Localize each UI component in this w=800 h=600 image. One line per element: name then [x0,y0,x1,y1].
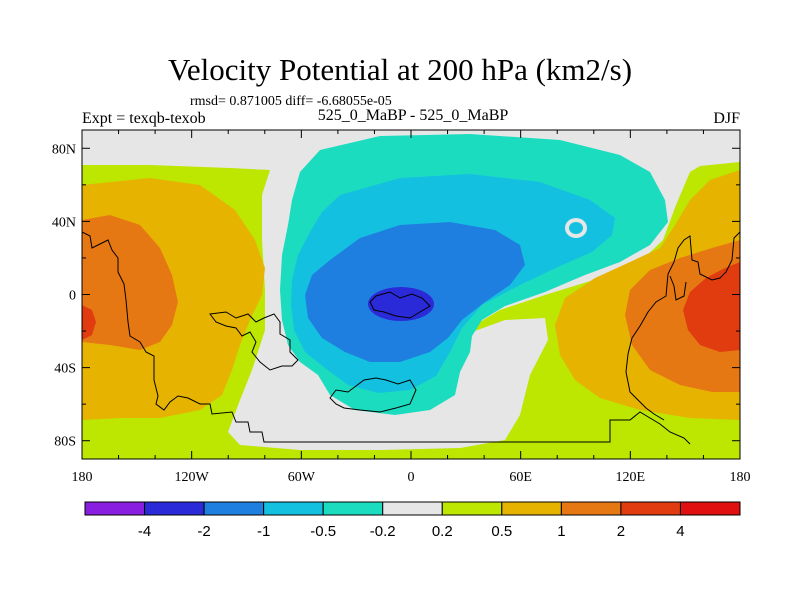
contour-pos-2-east [683,262,740,352]
colorbar-swatch [679,501,741,516]
coastline-center [209,311,299,371]
season-label: DJF [713,110,740,127]
colorbar-label: 1 [557,523,565,540]
stats-label: rmsd= 0.871005 diff= -6.68055e-05 [190,94,392,109]
contour-neg-0.5-blob-inner [569,222,583,234]
chart-title: Velocity Potential at 200 hPa (km2/s) [167,52,633,87]
x-axis: 180 120W 60W 0 60E 120E 180 [72,130,751,485]
x-tick-label: 120W [175,470,210,485]
colorbar-swatch [322,501,384,516]
colorbar-swatch [382,501,443,516]
coastline-west [82,231,691,445]
continent-outlines [82,231,740,445]
colorbar-swatch [441,501,503,516]
experiment-label: Expt = texqb-texob [82,110,206,127]
colorbar-swatch [144,501,205,516]
colorbar-swatch [560,501,622,516]
colorbar-label: -4 [138,523,151,540]
colorbar-label: 4 [676,523,684,540]
x-tick-label: 120E [616,470,646,485]
colorbar-label: 0.5 [491,523,512,540]
colorbar-label: 0.2 [432,523,453,540]
colorbar-label: -2 [197,523,210,540]
center-subtitle: 525_0_MaBP - 525_0_MaBP [317,107,509,124]
contour-field [82,130,740,459]
contour-pos-1-west [82,215,178,350]
x-tick-label: 180 [72,470,93,485]
colorbar-label: -0.5 [310,523,336,540]
y-tick-label: 40N [52,215,76,230]
coastline-east [625,231,740,421]
y-tick-label: 40S [54,362,76,377]
contour-neg-2 [368,287,434,321]
colorbar: -4 -2 -1 -0.5 -0.2 0.2 0.5 1 2 4 [84,501,741,540]
coastline-east-inner [669,275,687,301]
x-tick-label: 60E [509,470,532,485]
colorbar-swatch [203,501,265,516]
colorbar-label: -0.2 [370,523,396,540]
coastline-island-center [369,291,431,319]
colorbar-swatch [501,501,562,516]
coastline-antarctic-patch [329,377,417,413]
x-tick-label: 180 [730,470,751,485]
y-axis: 80N 40N 0 40S 80S [52,142,740,450]
colorbar-swatch [620,501,681,516]
colorbar-swatch [263,501,324,516]
colorbar-swatch [84,501,146,516]
x-tick-label: 0 [408,470,415,485]
colorbar-label: -1 [257,523,270,540]
colorbar-label: 2 [617,523,625,540]
y-tick-label: 80S [54,435,76,450]
y-tick-label: 80N [52,142,76,157]
y-tick-label: 0 [69,289,76,304]
x-tick-label: 60W [288,470,316,485]
